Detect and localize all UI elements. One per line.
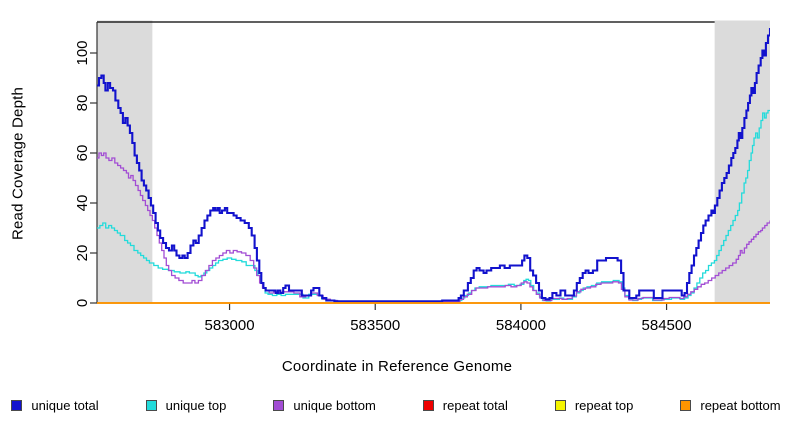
x-tick-label: 583500 — [350, 317, 400, 334]
legend-item-repeat-bottom: repeat bottom — [680, 398, 781, 413]
y-tick-label: 80 — [74, 95, 91, 112]
y-tick-label: 40 — [74, 195, 91, 212]
series-line-unique-top — [97, 109, 770, 303]
legend-label: unique top — [165, 398, 227, 413]
y-tick-label: 60 — [74, 145, 91, 162]
y-axis-title: Read Coverage Depth — [10, 14, 27, 314]
legend-swatch-icon — [680, 400, 692, 411]
chart-legend: unique total unique top unique bottom repea… — [0, 398, 792, 413]
legend-swatch-icon — [554, 400, 566, 411]
legend-swatch-icon — [145, 400, 157, 411]
legend-label: unique total — [31, 398, 99, 413]
legend-item-unique-bottom: unique bottom — [273, 398, 376, 413]
legend-item-unique-total: unique total — [11, 398, 99, 413]
series-line-unique-total — [97, 28, 770, 303]
legend-label: unique bottom — [293, 398, 376, 413]
legend-swatch-icon — [11, 400, 23, 411]
legend-item-repeat-total: repeat total — [422, 398, 508, 413]
y-axis-title-text: Read Coverage Depth — [9, 86, 27, 241]
masked-region-left — [97, 20, 153, 303]
masked-region-right — [714, 20, 770, 303]
legend-swatch-icon — [422, 400, 434, 411]
x-axis-title-text: Coordinate in Reference Genome — [281, 358, 513, 375]
legend-label: repeat top — [574, 398, 634, 413]
legend-label: repeat total — [442, 398, 508, 413]
legend-item-repeat-top: repeat top — [554, 398, 634, 413]
plot-canvas: 0 20 40 60 80 100 583000 583500 584000 584500 — [74, 20, 770, 334]
x-tick-label: 583000 — [205, 317, 255, 334]
y-tick-label: 100 — [74, 40, 91, 65]
x-tick-label: 584500 — [642, 317, 692, 334]
legend-label: repeat bottom — [700, 398, 781, 413]
y-tick-label: 0 — [74, 299, 91, 307]
y-tick-label: 20 — [74, 245, 91, 262]
x-tick-label: 584000 — [496, 317, 546, 334]
legend-swatch-icon — [273, 400, 285, 411]
legend-item-unique-top: unique top — [145, 398, 227, 413]
x-axis-title: Coordinate in Reference Genome — [0, 358, 792, 375]
series-line-unique-bottom — [97, 152, 770, 303]
